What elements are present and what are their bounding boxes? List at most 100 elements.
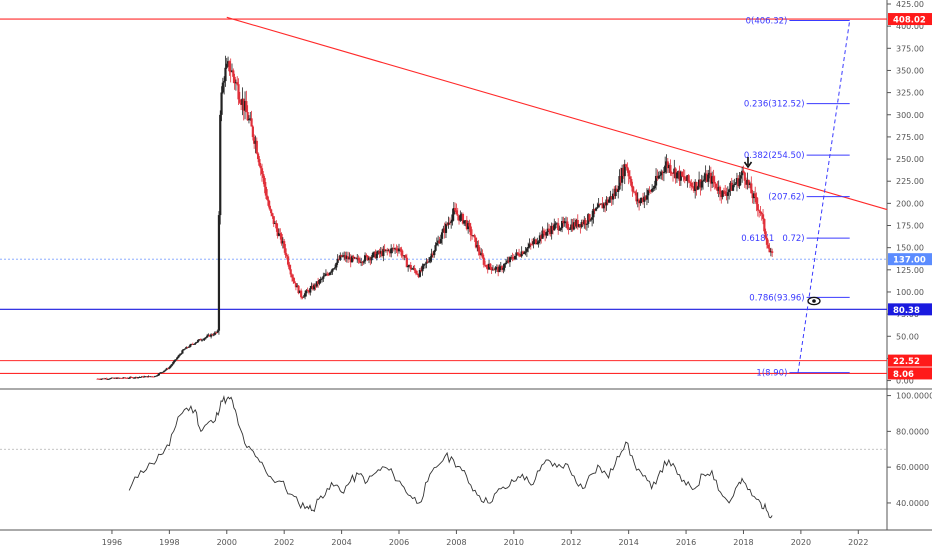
candle-body[interactable] xyxy=(553,224,556,231)
candle-body[interactable] xyxy=(636,199,639,202)
candle-body[interactable] xyxy=(610,196,613,200)
candle-body[interactable] xyxy=(464,220,467,222)
candle-body[interactable] xyxy=(592,208,595,218)
candle-body[interactable] xyxy=(544,233,547,236)
candle-body[interactable] xyxy=(504,262,508,265)
candle-body[interactable] xyxy=(594,208,598,211)
candle-body[interactable] xyxy=(731,185,735,191)
candle-body[interactable] xyxy=(527,246,530,249)
candle-body[interactable] xyxy=(326,273,329,275)
candle-body[interactable] xyxy=(490,267,493,271)
candle-body[interactable] xyxy=(172,362,175,365)
candle-body[interactable] xyxy=(523,252,526,254)
candle-body[interactable] xyxy=(234,82,238,84)
candle-body[interactable] xyxy=(191,344,194,345)
candle-body[interactable] xyxy=(262,174,265,178)
candle-body[interactable] xyxy=(352,256,355,259)
candle-body[interactable] xyxy=(230,70,234,72)
candle-body[interactable] xyxy=(237,84,240,100)
candle-body[interactable] xyxy=(662,172,665,174)
candle-body[interactable] xyxy=(203,338,206,340)
candle-body[interactable] xyxy=(645,195,649,200)
candle-body[interactable] xyxy=(769,251,772,253)
candle-body[interactable] xyxy=(768,248,771,253)
candle-body[interactable] xyxy=(356,258,359,259)
candle-body[interactable] xyxy=(704,173,707,180)
candle-body[interactable] xyxy=(557,223,560,231)
candle-body[interactable] xyxy=(367,257,371,261)
candle-body[interactable] xyxy=(572,222,575,230)
candle-body[interactable] xyxy=(712,176,715,182)
candle-body[interactable] xyxy=(756,204,759,211)
candle-body[interactable] xyxy=(641,198,645,202)
candle-body[interactable] xyxy=(764,231,767,239)
candle-body[interactable] xyxy=(216,330,219,333)
candle-body[interactable] xyxy=(332,268,335,270)
candle-body[interactable] xyxy=(382,249,385,256)
candle-body[interactable] xyxy=(348,257,351,260)
candle-body[interactable] xyxy=(567,228,570,230)
candle-body[interactable] xyxy=(517,253,521,256)
candle-body[interactable] xyxy=(155,375,158,377)
candle-body[interactable] xyxy=(763,218,766,232)
candle-body[interactable] xyxy=(277,233,281,236)
candle-body[interactable] xyxy=(687,175,690,182)
candle-body[interactable] xyxy=(750,183,753,194)
candle-body[interactable] xyxy=(362,261,365,263)
candle-body[interactable] xyxy=(648,190,651,191)
candle-body[interactable] xyxy=(99,379,102,380)
candle-body[interactable] xyxy=(319,279,322,280)
candle-body[interactable] xyxy=(435,242,438,246)
candle-body[interactable] xyxy=(358,260,361,263)
candle-body[interactable] xyxy=(721,190,724,198)
candle-body[interactable] xyxy=(288,264,291,270)
candle-body[interactable] xyxy=(538,235,542,242)
candle-body[interactable] xyxy=(632,191,635,193)
candle-body[interactable] xyxy=(640,198,643,201)
candle-body[interactable] xyxy=(130,377,133,378)
candle-body[interactable] xyxy=(550,226,553,234)
candle-body[interactable] xyxy=(674,168,677,179)
candle-body[interactable] xyxy=(290,274,294,278)
candle-body[interactable] xyxy=(733,184,736,186)
candle-body[interactable] xyxy=(751,193,754,199)
candle-body[interactable] xyxy=(643,196,646,202)
candle-body[interactable] xyxy=(551,226,555,231)
candle-body[interactable] xyxy=(241,98,244,105)
candle-body[interactable] xyxy=(473,235,476,238)
candle-body[interactable] xyxy=(747,179,750,185)
candle-body[interactable] xyxy=(168,367,171,369)
candle-body[interactable] xyxy=(716,188,719,191)
candle-body[interactable] xyxy=(196,340,200,342)
candle-body[interactable] xyxy=(630,179,633,186)
candle-body[interactable] xyxy=(109,378,112,379)
candle-body[interactable] xyxy=(583,220,586,225)
candle-body[interactable] xyxy=(711,176,714,184)
candle-body[interactable] xyxy=(444,223,448,233)
candle-body[interactable] xyxy=(627,170,630,177)
candle-body[interactable] xyxy=(771,251,774,253)
candle-body[interactable] xyxy=(105,378,108,380)
candle-body[interactable] xyxy=(528,243,531,247)
candle-body[interactable] xyxy=(679,171,682,181)
price-pane[interactable]: 0.0025.0050.0075.00100.00125.00150.00175… xyxy=(0,0,932,530)
candle-body[interactable] xyxy=(183,348,187,350)
candle-body[interactable] xyxy=(264,186,268,196)
candle-body[interactable] xyxy=(718,186,722,195)
candle-body[interactable] xyxy=(340,255,343,257)
candle-body[interactable] xyxy=(744,180,748,185)
candle-body[interactable] xyxy=(454,208,457,211)
candle-body[interactable] xyxy=(208,334,211,337)
candle-body[interactable] xyxy=(634,191,637,193)
candle-body[interactable] xyxy=(260,168,264,175)
candle-body[interactable] xyxy=(301,297,304,299)
candle-body[interactable] xyxy=(213,332,217,335)
candle-body[interactable] xyxy=(542,230,545,234)
candle-body[interactable] xyxy=(152,376,155,378)
candle-body[interactable] xyxy=(100,378,103,380)
candle-body[interactable] xyxy=(614,188,617,197)
candle-body[interactable] xyxy=(575,219,578,227)
candle-body[interactable] xyxy=(760,213,763,215)
candle-body[interactable] xyxy=(617,189,620,192)
candle-body[interactable] xyxy=(240,102,243,105)
